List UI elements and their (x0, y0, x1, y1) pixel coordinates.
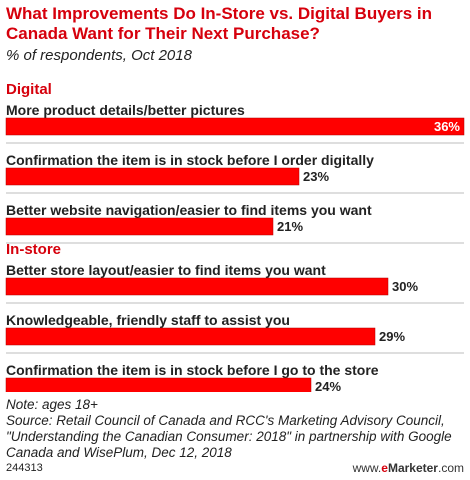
bar (5, 217, 274, 236)
brand-suffix: .com (437, 461, 464, 475)
bar-category-label: Better store layout/easier to find items… (6, 262, 326, 278)
bar-value-label: 24% (315, 379, 341, 392)
bar (5, 277, 389, 296)
chart-title: What Improvements Do In-Store vs. Digita… (6, 4, 433, 43)
footer-source-line-3: Canada and WisePlum, Dec 12, 2018 (6, 445, 232, 460)
bar-category-label: Confirmation the item is in stock before… (6, 152, 374, 168)
bar (5, 167, 300, 186)
bar-value-label: 29% (379, 329, 405, 344)
group-label-0: Digital (6, 81, 52, 98)
bar-category-label: More product details/better pictures (6, 102, 245, 118)
bar-value-label: 30% (392, 279, 418, 294)
group-label-1: In-store (6, 241, 61, 258)
footer-note: Note: ages 18+ (6, 397, 98, 412)
brand-name: Marketer (387, 461, 438, 475)
emarketer-logo[interactable]: www.eMarketer.com (353, 461, 464, 475)
bar-chart: Digital More product details/better pictu… (5, 81, 465, 392)
bar-value-label: 23% (303, 169, 329, 184)
bar-category-label: Better website navigation/easier to find… (6, 202, 372, 218)
chart-id: 244313 (6, 462, 43, 474)
chart-subtitle: % of respondents, Oct 2018 (6, 47, 192, 64)
bar (5, 377, 312, 392)
bar-value-label: 21% (277, 219, 303, 234)
bar-value-label: 36% (434, 119, 460, 134)
bar-category-label: Knowledgeable, friendly staff to assist … (6, 312, 290, 328)
chart-footer: Note: ages 18+ Source: Retail Council of… (6, 397, 466, 461)
bar-category-label: Confirmation the item is in stock before… (6, 362, 379, 378)
footer-source-line-2: "Understanding the Canadian Consumer: 20… (6, 429, 452, 444)
brand-prefix: www. (352, 461, 382, 475)
brand-e: e (381, 461, 388, 475)
bar (5, 117, 465, 136)
footer-source-line-1: Source: Retail Council of Canada and RCC… (6, 413, 445, 428)
bar (5, 327, 376, 346)
